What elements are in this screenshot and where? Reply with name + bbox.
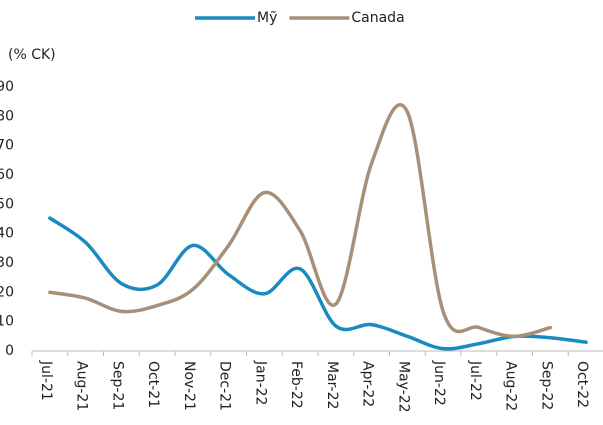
x-tick-label: Aug-21 [74,361,90,411]
y-tick-label: 50 [0,196,14,212]
series-line [48,103,553,339]
x-tick-label: Feb-22 [288,361,304,409]
y-tick-label: 0 [5,343,14,359]
x-tick-label: Oct-22 [574,361,590,408]
y-tick-label: 20 [0,284,14,300]
x-tick-label: Jul-22 [467,360,483,401]
y-tick-label: 30 [0,255,14,271]
x-tick-label: Aug-22 [503,361,519,411]
y-tick-label: 70 [0,138,14,154]
y-axis-label: (% CK) [8,47,56,63]
x-tick-label: Sep-21 [109,361,125,410]
x-tick-label: Nov-21 [181,361,197,411]
series-line [48,216,588,351]
legend-label: Canada [351,10,404,26]
x-tick-label: Apr-22 [360,361,376,407]
y-tick-label: 90 [0,79,14,95]
y-tick-label: 10 [0,314,14,330]
x-tick-label: Jan-22 [252,360,268,405]
x-tick-label: Oct-21 [145,361,161,408]
legend-label: Mỹ [257,10,277,26]
x-tick-label: Sep-22 [538,361,554,410]
x-tick-label: Jul-21 [38,360,54,401]
y-tick-label: 60 [0,167,14,183]
y-tick-label: 80 [0,108,14,124]
y-tick-label: 40 [0,226,14,242]
x-tick-label: Jun-22 [431,360,447,406]
x-tick-label: Mar-22 [324,361,340,409]
x-tick-label: Dec-21 [217,361,233,411]
x-tick-label: May-22 [395,361,411,413]
